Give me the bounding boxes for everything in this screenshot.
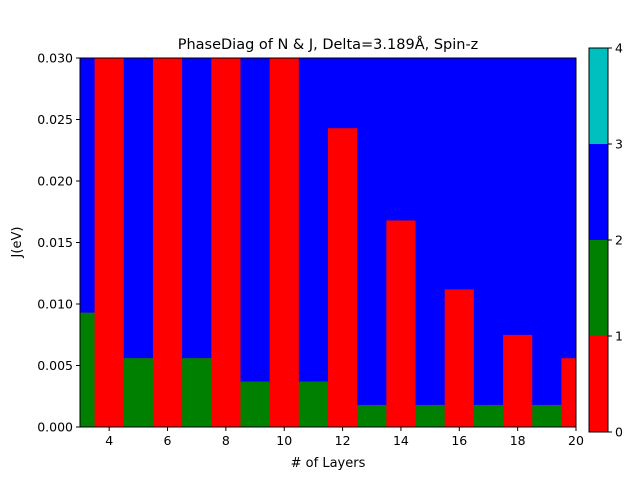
y-tick-label: 0.015	[37, 235, 73, 250]
x-tick-label: 18	[510, 433, 526, 448]
x-tick-label: 12	[335, 433, 351, 448]
colorbar-segment	[589, 336, 608, 432]
x-tick-label: 4	[105, 433, 113, 448]
colorbar-segment	[589, 240, 608, 336]
plot-cells	[80, 58, 576, 428]
phase-cell	[386, 58, 416, 221]
x-tick-label: 6	[164, 433, 172, 448]
x-axis-ticks: 4 6 8 10 12 14 16 18 20	[105, 427, 584, 448]
colorbar-tick-label: 2	[615, 233, 623, 248]
y-axis-label: J(eV)	[10, 227, 25, 259]
colorbar: 0 1 2 3 4	[588, 41, 623, 440]
colorbar-tick-label: 4	[615, 41, 623, 56]
colorbar-segment	[589, 144, 608, 240]
x-tick-label: 16	[451, 433, 467, 448]
phase-cell	[561, 58, 576, 359]
y-tick-label: 0.000	[37, 420, 73, 435]
x-tick-label: 14	[393, 433, 409, 448]
chart-title: PhaseDiag of N & J, Delta=3.189Å, Spin-z	[178, 36, 479, 53]
colorbar-tick-label: 0	[615, 425, 623, 440]
phase-cell	[444, 58, 474, 290]
phase-cell	[269, 58, 299, 427]
colorbar-tick-label: 3	[615, 137, 623, 152]
phase-cell	[386, 220, 416, 427]
x-axis-label: # of Layers	[291, 456, 366, 471]
phase-cell	[328, 58, 358, 129]
y-tick-label: 0.020	[37, 174, 73, 189]
phase-cell	[328, 128, 358, 428]
y-tick-label: 0.030	[37, 51, 73, 66]
phase-cell	[211, 58, 241, 427]
phase-cell	[152, 58, 183, 427]
colorbar-segment	[589, 48, 608, 144]
x-tick-label: 20	[568, 433, 584, 448]
x-tick-label: 8	[222, 433, 230, 448]
phase-cell	[94, 58, 124, 427]
phase-cell	[444, 289, 474, 427]
y-tick-label: 0.005	[37, 358, 73, 373]
colorbar-tick-label: 1	[615, 329, 623, 344]
phase-cell	[561, 358, 576, 427]
y-tick-label: 0.025	[37, 112, 73, 127]
y-tick-label: 0.010	[37, 297, 73, 312]
phase-cell	[503, 58, 533, 335]
y-axis-ticks: 0.000 0.005 0.010 0.015 0.020 0.025 0.030	[37, 51, 80, 435]
phase-cell	[503, 334, 533, 427]
x-tick-label: 10	[276, 433, 292, 448]
